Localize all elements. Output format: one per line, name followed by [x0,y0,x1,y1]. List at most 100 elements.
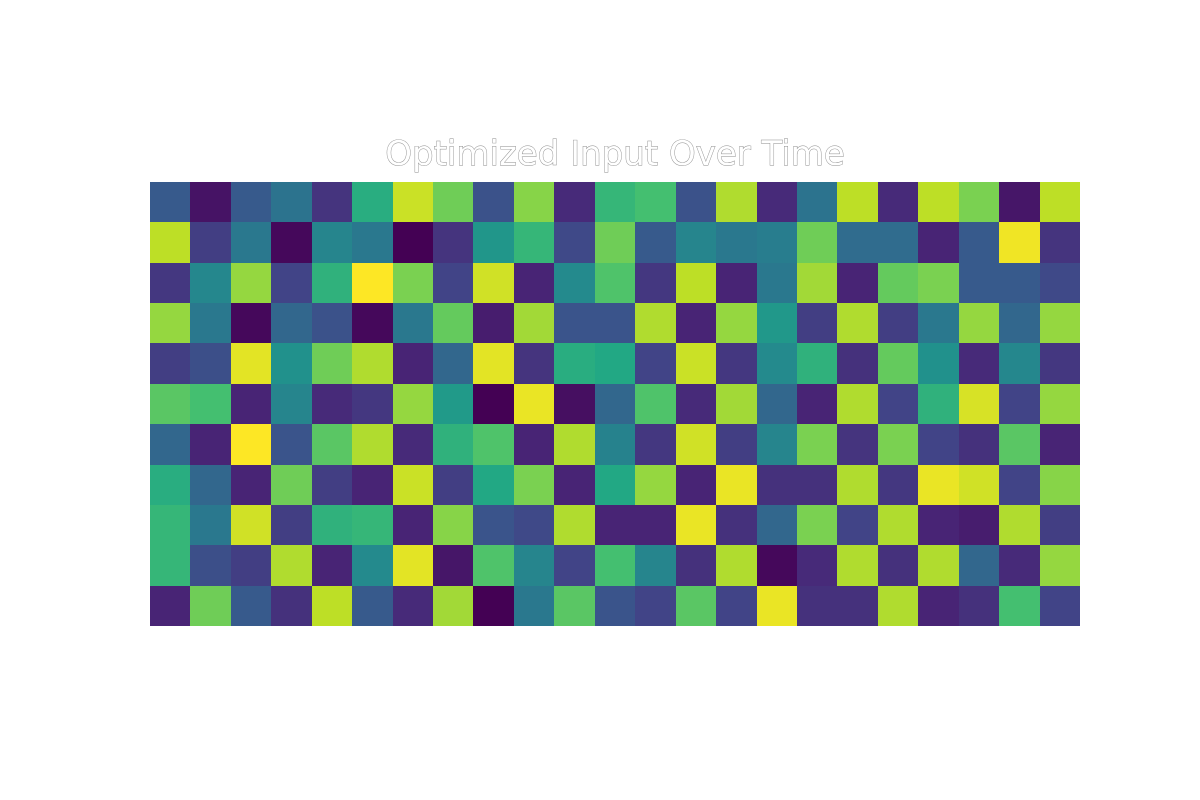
heatmap-cell [676,586,716,626]
heatmap-cell [150,222,190,263]
heatmap-cell [554,545,595,586]
heatmap-cell [433,343,473,384]
heatmap-cell [312,586,352,626]
heatmap-cell [231,343,271,384]
heatmap-cell [352,182,393,222]
heatmap-cell [676,384,716,424]
heatmap-cell [150,182,190,222]
heatmap-cell [1040,182,1080,222]
heatmap-cell [433,303,473,343]
heatmap-cell [271,222,312,263]
heatmap-cell [716,505,757,545]
heatmap-cell [433,384,473,424]
heatmap-cell [514,384,554,424]
heatmap-cell [918,586,959,626]
heatmap-cell [595,303,635,343]
heatmap-cell [999,303,1040,343]
heatmap-cell [393,465,433,505]
heatmap-cell [635,303,676,343]
heatmap-cell [837,384,878,424]
heatmap-cell [473,182,514,222]
heatmap-cell [918,343,959,384]
heatmap-cell [959,303,999,343]
heatmap-cell [554,343,595,384]
heatmap-cell [716,465,757,505]
heatmap-cell [473,303,514,343]
heatmap-cell [312,182,352,222]
heatmap-cell [959,465,999,505]
heatmap-cell [797,222,837,263]
heatmap-cell [878,545,918,586]
heatmap-cell [1040,465,1080,505]
heatmap-cell [918,182,959,222]
heatmap-cell [231,384,271,424]
heatmap-cell [271,586,312,626]
heatmap-cell [1040,505,1080,545]
heatmap-cell [959,505,999,545]
heatmap-cell [797,384,837,424]
heatmap-cell [231,545,271,586]
heatmap-grid [150,182,1080,626]
heatmap-cell [231,465,271,505]
heatmap-cell [352,586,393,626]
heatmap-cell [837,545,878,586]
heatmap-cell [878,465,918,505]
heatmap-cell [190,384,231,424]
heatmap-cell [473,222,514,263]
heatmap-cell [190,465,231,505]
heatmap-cell [676,303,716,343]
heatmap-cell [150,465,190,505]
heatmap-cell [312,343,352,384]
heatmap-cell [676,465,716,505]
heatmap-cell [837,303,878,343]
heatmap-cell [797,545,837,586]
heatmap-cell [554,424,595,465]
heatmap-cell [393,505,433,545]
heatmap-cell [150,586,190,626]
heatmap-cell [150,303,190,343]
heatmap-cell [595,586,635,626]
heatmap-cell [433,465,473,505]
heatmap-cell [716,586,757,626]
heatmap-cell [393,424,433,465]
heatmap-cell [595,343,635,384]
heatmap-cell [393,384,433,424]
heatmap-cell [959,384,999,424]
heatmap-cell [473,384,514,424]
heatmap-cell [231,424,271,465]
heatmap-cell [837,586,878,626]
heatmap-cell [150,424,190,465]
heatmap-cell [554,263,595,303]
heatmap-cell [999,465,1040,505]
heatmap-cell [797,505,837,545]
heatmap-cell [312,303,352,343]
heatmap-cell [271,505,312,545]
heatmap-cell [312,263,352,303]
heatmap-cell [918,222,959,263]
heatmap-cell [312,465,352,505]
heatmap-cell [231,222,271,263]
heatmap-cell [190,303,231,343]
heatmap-cell [271,182,312,222]
heatmap-cell [837,263,878,303]
heatmap-cell [231,303,271,343]
heatmap-cell [352,222,393,263]
heatmap-cell [190,263,231,303]
heatmap-cell [554,586,595,626]
heatmap-cell [878,222,918,263]
heatmap-cell [716,424,757,465]
heatmap-cell [878,343,918,384]
heatmap-cell [473,343,514,384]
heatmap-cell [514,505,554,545]
heatmap-cell [635,182,676,222]
heatmap-cell [271,263,312,303]
heatmap-cell [473,586,514,626]
heatmap-cell [635,222,676,263]
heatmap-cell [999,586,1040,626]
heatmap-cell [514,424,554,465]
heatmap-cell [716,263,757,303]
heatmap-cell [837,343,878,384]
heatmap-cell [312,545,352,586]
heatmap-cell [797,465,837,505]
